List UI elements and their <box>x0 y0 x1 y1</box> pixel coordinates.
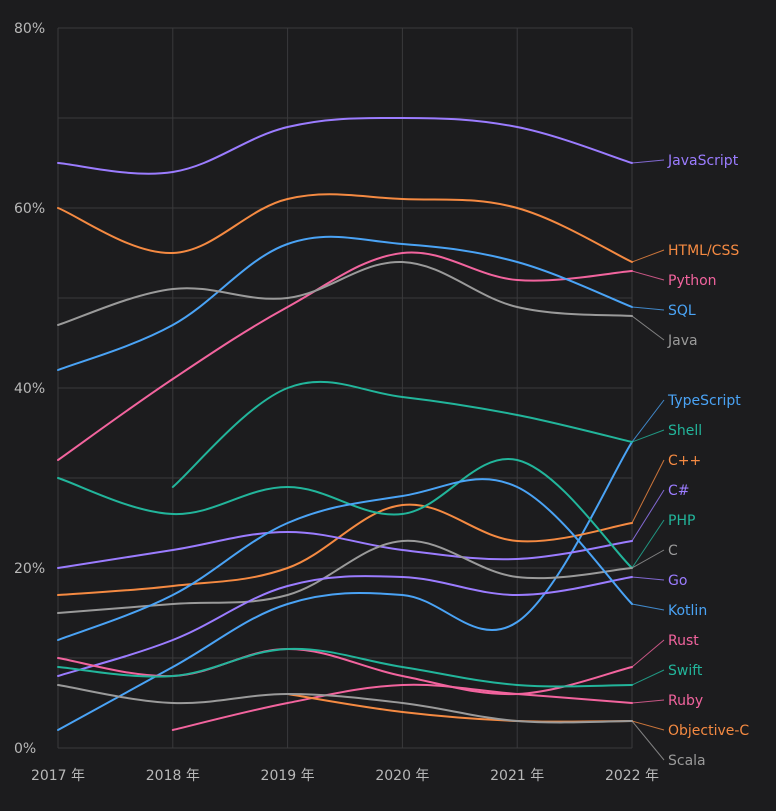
series-line-swift <box>57 647 633 688</box>
series-label-swift: Swift <box>668 663 703 679</box>
series-labels: JavaScript HTML/CSS Python SQL Java TypeScrip… <box>631 153 749 769</box>
series-line-c <box>57 503 633 596</box>
series-line-typescript <box>57 441 633 731</box>
series-line-c <box>57 539 633 614</box>
series-label-ruby: Ruby <box>668 693 703 709</box>
y-tick-label: 80% <box>14 21 45 37</box>
leader-line-swift <box>631 669 665 686</box>
series-line-c <box>57 530 633 569</box>
series-line-java <box>57 260 633 326</box>
leader-line-sql <box>631 306 665 311</box>
series-label-html-css: HTML/CSS <box>668 243 739 259</box>
series-line-php <box>57 457 633 569</box>
series-label-c: C# <box>668 483 690 499</box>
series-label-typescript: TypeScript <box>667 393 741 409</box>
leader-line-rust <box>631 639 665 668</box>
x-tick-label: 2022 年 <box>605 768 659 784</box>
series-lines <box>57 116 633 731</box>
leader-line-c <box>631 549 665 569</box>
series-line-python <box>57 251 633 461</box>
series-label-c: C++ <box>668 453 701 469</box>
series-label-objective-c: Objective-C <box>668 723 749 739</box>
leader-line-java <box>631 315 665 341</box>
leader-line-c <box>631 489 665 542</box>
series-line-scala <box>57 684 633 724</box>
leader-line-shell <box>631 429 665 443</box>
series-line-shell <box>171 380 633 488</box>
series-label-shell: Shell <box>668 423 702 439</box>
series-label-go: Go <box>668 573 687 589</box>
leader-line-javascript <box>631 159 665 164</box>
x-tick-label: 2019 年 <box>261 768 315 784</box>
leader-line-php <box>631 519 665 569</box>
series-line-kotlin <box>57 478 633 641</box>
series-label-java: Java <box>667 333 698 349</box>
series-line-ruby <box>171 683 633 731</box>
x-tick-label: 2017 年 <box>31 768 85 784</box>
leader-line-go <box>631 576 665 581</box>
leader-line-typescript <box>631 399 665 443</box>
y-tick-label: 60% <box>14 201 45 217</box>
series-label-kotlin: Kotlin <box>668 603 707 619</box>
leader-line-objective-c <box>631 720 665 731</box>
series-label-python: Python <box>668 273 717 289</box>
leader-line-python <box>631 270 665 281</box>
series-line-sql <box>57 235 633 371</box>
series-line-go <box>57 575 633 677</box>
series-line-javascript <box>57 116 633 175</box>
leader-line-c <box>631 459 665 524</box>
y-tick-label: 40% <box>14 381 45 397</box>
series-label-rust: Rust <box>668 633 699 649</box>
leader-line-html-css <box>631 249 665 263</box>
leader-line-kotlin <box>631 603 665 611</box>
x-tick-label: 2018 年 <box>146 768 200 784</box>
y-tick-label: 20% <box>14 561 45 577</box>
x-tick-label: 2021 年 <box>490 768 544 784</box>
series-line-html-css <box>57 193 633 263</box>
series-label-scala: Scala <box>668 753 706 769</box>
series-label-c: C <box>668 543 678 559</box>
y-tick-label: 0% <box>14 741 36 757</box>
series-label-javascript: JavaScript <box>667 153 739 169</box>
leader-line-ruby <box>631 699 665 704</box>
series-label-sql: SQL <box>668 303 696 319</box>
series-label-php: PHP <box>668 513 695 529</box>
leader-line-scala <box>631 720 665 761</box>
x-tick-label: 2020 年 <box>375 768 429 784</box>
